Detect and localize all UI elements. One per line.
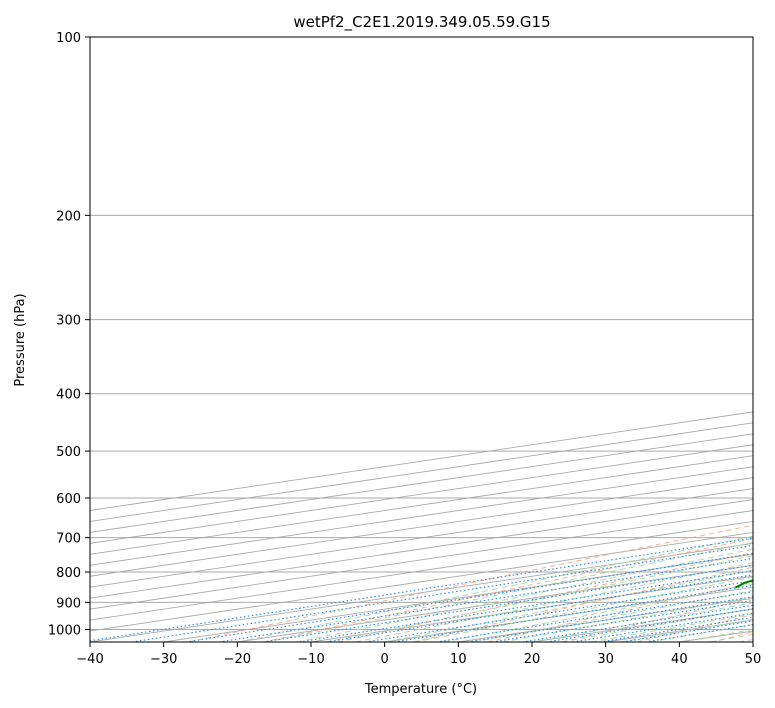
moist-adiabat-line: [531, 602, 753, 642]
dry-adiabat-line: [412, 566, 753, 642]
x-tick-label: 40: [671, 652, 688, 667]
isotherm-line: [90, 520, 753, 621]
isotherm-line: [90, 466, 753, 566]
dry-adiabat-line: [487, 581, 753, 642]
x-tick-label: 0: [381, 652, 389, 667]
y-tick-label: 400: [56, 388, 81, 403]
x-tick-label: 20: [524, 652, 541, 667]
profile-series: [734, 579, 753, 589]
isotherm-line: [90, 411, 753, 511]
isobar-grid: [90, 37, 753, 630]
isotherm-line: [90, 542, 753, 642]
mixing-ratio-line: [218, 557, 753, 642]
y-tick-label: 500: [56, 445, 81, 460]
moist-adiabat-line: [266, 541, 753, 642]
x-tick-label: −20: [224, 652, 251, 667]
isotherm-grid: [90, 411, 753, 642]
mixing-ratio-line: [546, 608, 753, 642]
isotherm-line: [90, 433, 753, 533]
mixing-ratio-line: [90, 537, 753, 642]
moist-adiabat-line: [738, 638, 753, 642]
y-tick-label: 600: [56, 492, 81, 507]
x-axis-label: Temperature (°C): [364, 682, 477, 697]
isotherm-line: [752, 641, 753, 642]
moist-adiabat-line: [590, 613, 753, 642]
mixing-ratio-line: [599, 616, 753, 642]
y-tick-label: 100: [56, 31, 81, 46]
isotherm-line: [90, 488, 753, 588]
x-axis-ticks: −40 −30 −20 −10 0 10 20 30 40 50: [76, 642, 761, 667]
isotherm-line: [90, 510, 753, 610]
moist-adiabat-line: [473, 590, 753, 642]
isotherm-line: [531, 608, 753, 642]
x-tick-label: −10: [297, 652, 324, 667]
isotherm-line: [90, 499, 753, 599]
mixing-ratio-lines: [90, 537, 753, 642]
plot-frame: [89, 36, 754, 643]
isotherm-line: [458, 597, 753, 642]
isotherm-line: [90, 455, 753, 555]
isotherm-line: [384, 586, 753, 642]
dewpoint-line: [734, 579, 753, 589]
mixing-ratio-line: [572, 612, 753, 642]
isotherm-line: [90, 531, 753, 632]
mixing-ratio-line: [522, 604, 753, 642]
mixing-ratio-line: [492, 599, 753, 642]
y-tick-label: 700: [56, 532, 81, 547]
isotherm-line: [310, 575, 753, 642]
dry-adiabat-line: [711, 631, 753, 642]
y-tick-label: 300: [56, 314, 81, 329]
x-tick-label: 50: [745, 652, 762, 667]
moist-adiabat-line: [414, 576, 753, 642]
isotherm-line: [679, 630, 753, 642]
moist-adiabat-line: [679, 629, 753, 642]
y-tick-label: 900: [56, 596, 81, 611]
y-tick-label: 1000: [48, 623, 81, 638]
moist-adiabat-line: [296, 548, 753, 642]
moist-adiabat-line: [502, 596, 753, 642]
mixing-ratio-line: [131, 544, 753, 642]
mixing-ratio-line: [185, 553, 753, 642]
moist-adiabat-lines: [237, 535, 753, 642]
chart-title: wetPf2_C2E1.2019.349.05.59.G15: [293, 13, 550, 32]
y-axis-ticks: 100 200 300 400 500 600 700 800 900 1000: [48, 31, 90, 638]
x-tick-label: −30: [150, 652, 177, 667]
isotherm-line: [90, 444, 753, 544]
y-tick-label: 200: [56, 209, 81, 224]
dry-adiabat-lines: [188, 524, 753, 642]
y-axis-label: Pressure (hPa): [13, 293, 28, 386]
isotherm-line: [90, 422, 753, 522]
y-tick-label: 800: [56, 566, 81, 581]
x-tick-label: 10: [450, 652, 467, 667]
moist-adiabat-line: [237, 535, 753, 642]
moist-adiabat-line: [325, 555, 753, 642]
isotherm-line: [237, 564, 753, 642]
x-tick-label: 30: [597, 652, 614, 667]
moist-adiabat-line: [384, 569, 753, 642]
dry-adiabat-line: [636, 614, 753, 642]
x-tick-label: −40: [76, 652, 103, 667]
moist-adiabat-line: [443, 583, 753, 642]
mixing-ratio-line: [326, 574, 753, 642]
dry-adiabat-line: [263, 538, 753, 642]
isotherm-line: [90, 477, 753, 577]
